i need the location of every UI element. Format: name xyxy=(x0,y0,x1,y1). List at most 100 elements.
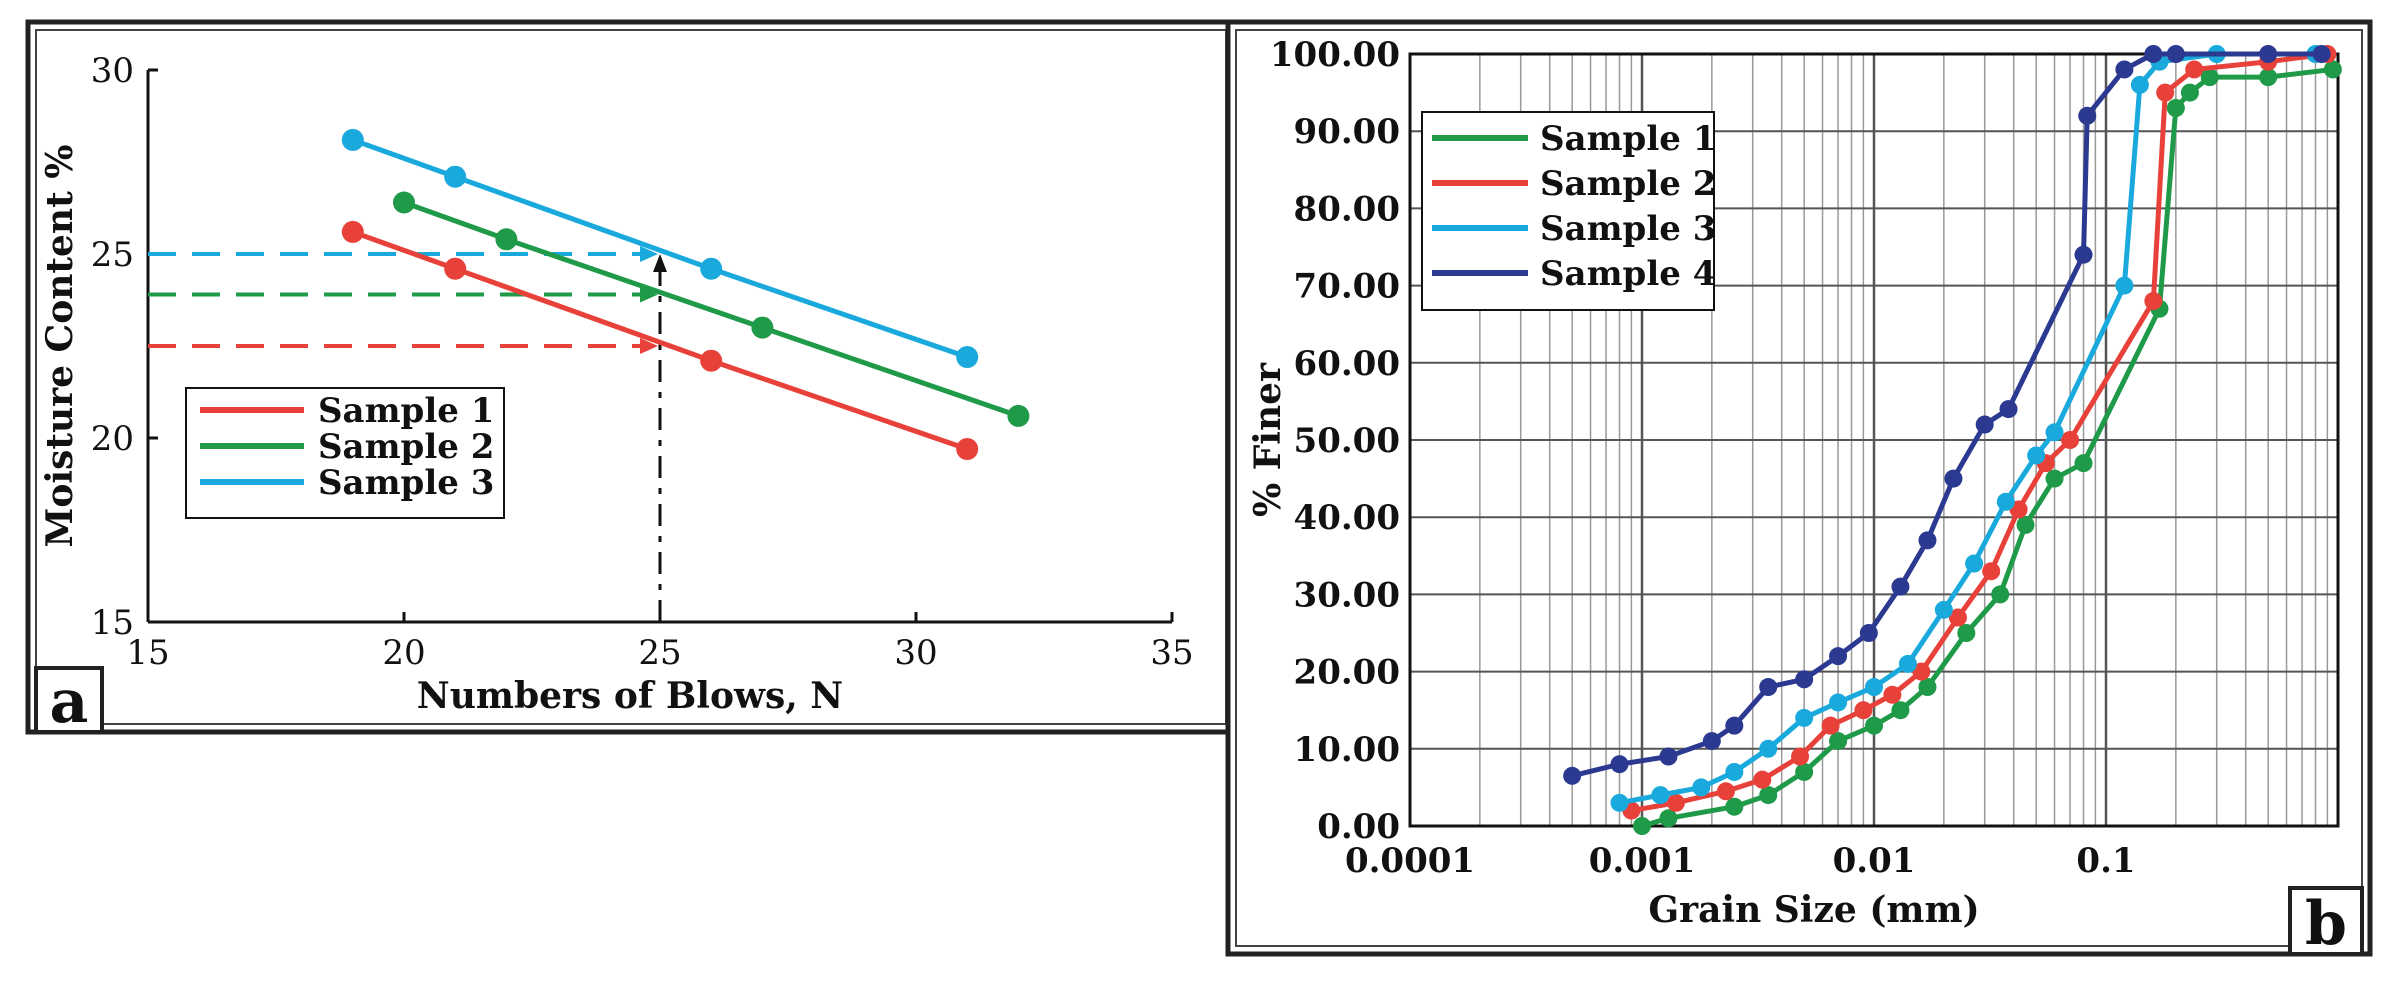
data-point-sample-3 xyxy=(2130,75,2149,94)
panel-a-frame xyxy=(25,19,1237,735)
data-point-sample-4 xyxy=(1918,531,1937,550)
panel-b-y-tick-label: 20.00 xyxy=(1294,653,1400,693)
data-point-sample-1 xyxy=(341,220,364,243)
data-point-sample-1 xyxy=(956,438,979,461)
data-point-sample-2 xyxy=(1716,782,1735,801)
panel-a-y-tick-label: 20 xyxy=(91,419,134,459)
panel-a-letter-box xyxy=(34,666,104,734)
data-point-sample-4 xyxy=(2144,45,2163,63)
data-point-sample-3 xyxy=(2027,446,2046,465)
legend-label-sample-4: Sample 4 xyxy=(1540,254,1716,294)
data-point-sample-4 xyxy=(1725,716,1744,735)
panel-a-y-tick-label: 30 xyxy=(91,51,134,91)
panel-a-axes: 15 20 25 30 35 15 20 25 30 Numbers of Blows, N Moi… xyxy=(39,51,1194,717)
data-point-sample-2 xyxy=(1982,562,2001,581)
series-line-sample-1 xyxy=(351,229,969,452)
data-point-sample-4 xyxy=(1999,400,2018,419)
data-point-sample-2 xyxy=(1821,716,1840,735)
panel-b-letter: b xyxy=(2305,889,2347,959)
panel-b-y-tick-label: 100.00 xyxy=(1270,35,1400,75)
data-point-sample-1 xyxy=(444,257,467,280)
data-point-sample-4 xyxy=(2259,45,2278,63)
data-point-sample-2 xyxy=(751,316,774,339)
data-point-sample-1 xyxy=(1918,678,1937,697)
data-point-sample-2 xyxy=(1948,608,1967,627)
data-point-sample-2 xyxy=(2185,60,2204,79)
data-point-sample-4 xyxy=(1702,732,1721,751)
data-point-sample-4 xyxy=(1891,577,1910,596)
panel-b-x-tick-label: 0.0001 xyxy=(1345,841,1475,881)
legend-label-sample-1: Sample 1 xyxy=(1540,119,1716,159)
legend-label-sample-1: Sample 1 xyxy=(318,391,494,431)
data-point-sample-1 xyxy=(1891,701,1910,720)
data-point-sample-1 xyxy=(1633,817,1651,835)
panel-a-y-axis-title: Moisture Content % xyxy=(39,145,81,548)
data-point-sample-3 xyxy=(1934,600,1953,619)
data-point-sample-3 xyxy=(1898,654,1917,673)
data-point-sample-3 xyxy=(1829,693,1848,712)
data-point-sample-3 xyxy=(1610,793,1629,812)
data-point-sample-1 xyxy=(1759,786,1778,805)
panel-a-annotations xyxy=(148,246,667,622)
panel-b-x-tick-label: 0.1 xyxy=(2076,841,2135,881)
panel-b-legend: Sample 1 Sample 2 Sample 3 Sample 4 xyxy=(1421,111,1716,311)
data-point-sample-4 xyxy=(1610,755,1629,774)
legend-label-sample-2: Sample 2 xyxy=(1540,164,1716,204)
data-point-sample-3 xyxy=(956,346,979,369)
data-point-sample-3 xyxy=(1651,786,1670,805)
data-point-sample-1 xyxy=(2016,515,2035,534)
data-point-sample-1 xyxy=(2166,99,2185,118)
data-point-sample-1 xyxy=(1991,585,2010,604)
data-point-sample-3 xyxy=(341,128,364,151)
panel-b-y-axis-title: % Finer xyxy=(1247,362,1289,517)
panel-b-y-tick-label: 0.00 xyxy=(1317,807,1400,847)
panel-a-letter: a xyxy=(50,667,89,737)
data-point-sample-1 xyxy=(2074,454,2093,473)
data-point-sample-3 xyxy=(700,257,723,280)
panel-a-x-tick-label: 30 xyxy=(894,633,937,673)
data-point-sample-2 xyxy=(495,228,518,251)
data-point-sample-3 xyxy=(1996,492,2015,511)
data-point-sample-2 xyxy=(2061,431,2080,449)
data-point-sample-3 xyxy=(1795,708,1814,727)
data-point-sample-4 xyxy=(1759,678,1778,697)
data-point-sample-1 xyxy=(1795,762,1814,781)
series-line-sample-2 xyxy=(403,200,1020,419)
panel-b: 0.0010.0020.0030.0040.0050.0060.0070.008… xyxy=(1225,19,2373,959)
panel-a: 15 20 25 30 35 15 20 25 30 Numbers of Blows, N Moi… xyxy=(25,19,1237,737)
panel-b-inner-frame xyxy=(1235,29,2363,947)
series-line-sample-3 xyxy=(351,137,969,360)
data-point-sample-2 xyxy=(393,191,415,214)
data-point-sample-4 xyxy=(2312,45,2331,63)
data-point-sample-1 xyxy=(1725,797,1744,816)
data-point-sample-2 xyxy=(1007,404,1030,427)
data-point-sample-2 xyxy=(1666,793,1685,812)
panel-b-x-tick-label: 0.01 xyxy=(1833,841,1916,881)
data-point-sample-1 xyxy=(1659,809,1678,828)
panel-b-y-tick-label: 80.00 xyxy=(1294,189,1400,229)
panel-b-y-tick-label: 90.00 xyxy=(1294,112,1400,152)
panel-a-x-tick-label: 15 xyxy=(126,633,169,673)
panel-b-y-tick-label: 70.00 xyxy=(1294,267,1400,307)
data-point-sample-2 xyxy=(1883,685,1902,704)
panel-b-y-tick-label: 50.00 xyxy=(1294,421,1400,461)
data-point-sample-2 xyxy=(1854,701,1873,720)
panel-a-x-tick-label: 35 xyxy=(1150,633,1193,673)
panel-a-x-tick-label: 20 xyxy=(382,633,425,673)
data-point-sample-3 xyxy=(1965,554,1984,573)
panel-b-y-tick-label: 30.00 xyxy=(1294,575,1400,615)
panel-a-y-tick-label: 15 xyxy=(91,603,134,643)
legend-label-sample-3: Sample 3 xyxy=(1540,209,1716,249)
panel-a-y-tick-label: 25 xyxy=(91,235,134,275)
data-point-sample-3 xyxy=(444,165,467,188)
data-point-sample-1 xyxy=(1957,624,1976,642)
panel-a-series xyxy=(341,128,1030,461)
legend-label-sample-2: Sample 2 xyxy=(318,427,494,467)
data-point-sample-4 xyxy=(2166,45,2185,63)
data-point-sample-4 xyxy=(2074,245,2093,264)
panel-b-y-tick-label: 10.00 xyxy=(1294,730,1400,770)
data-point-sample-3 xyxy=(2115,276,2134,295)
data-point-sample-3 xyxy=(1692,778,1711,797)
legend-label-sample-3: Sample 3 xyxy=(318,463,494,503)
